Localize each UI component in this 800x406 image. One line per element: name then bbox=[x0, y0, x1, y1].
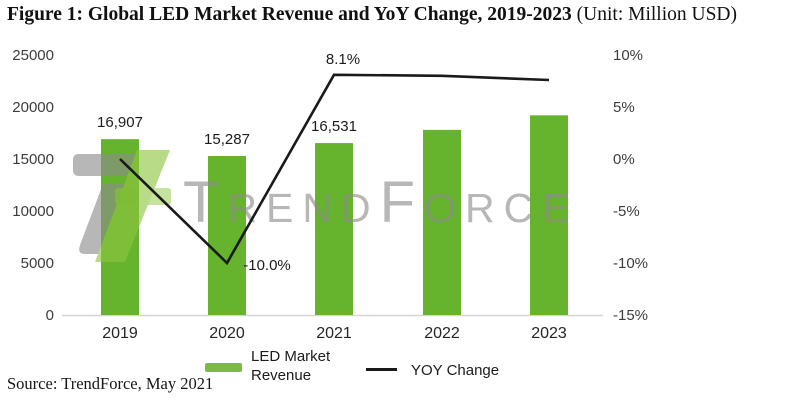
bar-2022 bbox=[423, 129, 461, 315]
left-axis-tick: 25000 bbox=[12, 47, 54, 64]
revenue-legend-label: LED Market Revenue bbox=[251, 348, 331, 384]
right-axis-tick: -15% bbox=[613, 307, 648, 324]
figure-title-text: Figure 1: Global LED Market Revenue and … bbox=[7, 4, 572, 25]
x-axis-label: 2021 bbox=[316, 325, 352, 342]
bar-2023 bbox=[530, 115, 568, 315]
source-note: Source: TrendForce, May 2021 bbox=[7, 374, 214, 393]
trendforce-watermark: TRENDFORCE bbox=[73, 150, 579, 262]
bar-2021 bbox=[315, 143, 353, 315]
x-axis-label: 2019 bbox=[102, 325, 138, 342]
figure-title-unit: (Unit: Million USD) bbox=[576, 4, 737, 25]
right-axis-tick: 10% bbox=[613, 47, 643, 64]
yoy-legend-label: YOY Change bbox=[411, 362, 500, 379]
left-axis-tick: 15000 bbox=[12, 151, 54, 168]
right-axis-tick: 0% bbox=[613, 151, 635, 168]
yoy-value-label: 8.1% bbox=[326, 51, 360, 68]
logo-green-bar bbox=[115, 188, 171, 205]
trendforce-logo-icon bbox=[73, 150, 171, 262]
logo-green-leg bbox=[95, 150, 170, 262]
bar-value-label: 16,531 bbox=[311, 118, 357, 135]
bar-2020 bbox=[208, 156, 246, 315]
bar-value-label: 15,287 bbox=[204, 131, 250, 148]
x-axis-label: 2022 bbox=[424, 325, 460, 342]
right-axis-tick: 5% bbox=[613, 99, 635, 116]
yoy-value-label: -10.0% bbox=[243, 257, 291, 274]
left-axis-tick: 10000 bbox=[12, 203, 54, 220]
x-axis-label: 2020 bbox=[209, 325, 245, 342]
bar-value-label: 16,907 bbox=[97, 114, 143, 131]
figure-title: Figure 1: Global LED Market Revenue and … bbox=[7, 4, 797, 26]
bars-layer bbox=[101, 115, 568, 315]
revenue-legend-swatch bbox=[205, 363, 242, 372]
right-axis-tick: -10% bbox=[613, 255, 648, 272]
left-axis-tick: 5000 bbox=[21, 255, 54, 272]
yoy-line bbox=[119, 73, 550, 266]
right-axis-tick: -5% bbox=[613, 203, 640, 220]
x-axis-label: 2023 bbox=[531, 325, 567, 342]
chart-plot-area: 25000 20000 15000 10000 5000 0 10% 5% 0% -5% -10% -… bbox=[12, 47, 648, 342]
yoy-legend-line-swatch bbox=[366, 368, 397, 371]
left-axis-tick: 0 bbox=[46, 307, 54, 324]
left-axis-tick: 20000 bbox=[12, 99, 54, 116]
watermark-text: TRENDFORCE bbox=[183, 170, 579, 235]
